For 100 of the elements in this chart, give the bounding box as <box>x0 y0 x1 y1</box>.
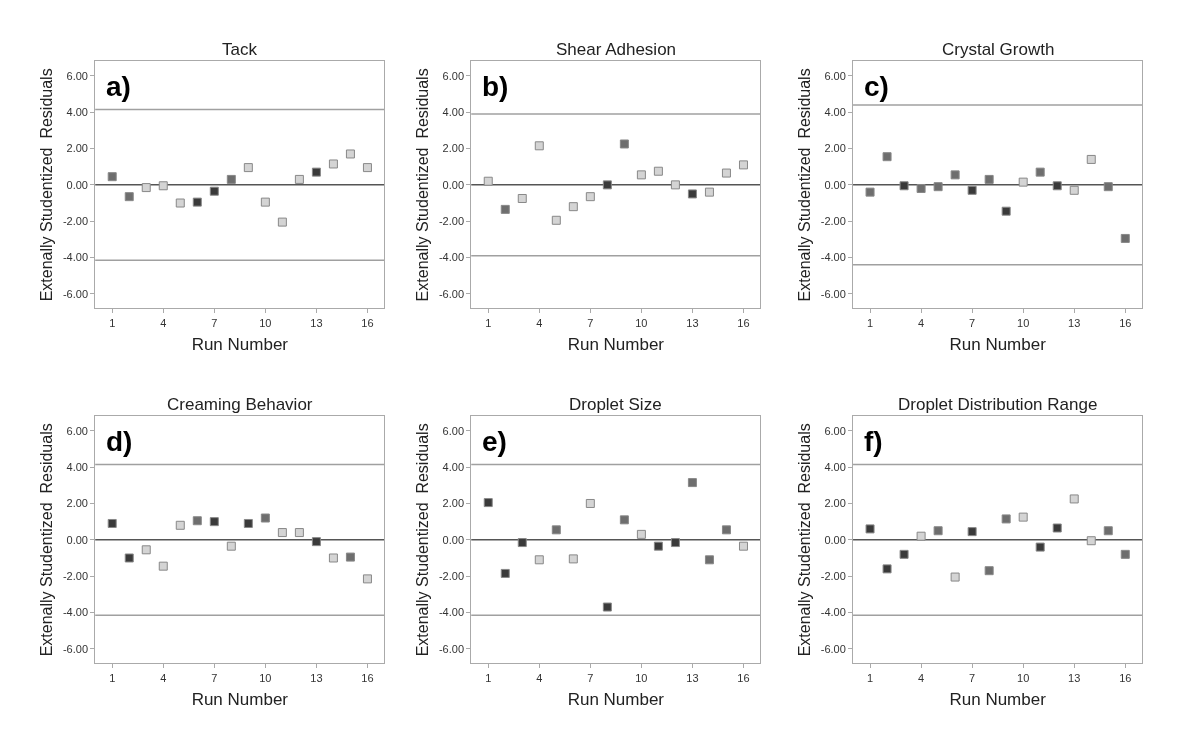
y-tick-label: 6.00 <box>66 69 88 82</box>
point <box>551 215 561 225</box>
x-tick-label: 7 <box>587 316 594 329</box>
x-tick-label: 7 <box>587 671 594 684</box>
point <box>141 183 151 193</box>
annotation: a) <box>106 71 131 102</box>
y-tick-label: 0.00 <box>66 178 88 191</box>
y-tick-label: -2.00 <box>820 215 846 228</box>
point <box>158 561 168 571</box>
x-tick-label: 10 <box>1017 671 1030 684</box>
y-axis-title: Extenally Studentized Residuals <box>795 423 813 657</box>
point <box>175 520 185 530</box>
point <box>899 549 909 559</box>
x-tick-label: 10 <box>635 316 648 329</box>
point <box>1069 494 1079 504</box>
point <box>1103 182 1113 192</box>
chart-title: Droplet Distribution Range <box>898 395 1098 414</box>
point <box>721 168 731 178</box>
y-tick-label: 2.00 <box>824 142 846 155</box>
point <box>1052 181 1062 191</box>
x-tick-label: 10 <box>635 671 648 684</box>
chart-title: Crystal Growth <box>942 40 1055 59</box>
y-tick-label: 2.00 <box>66 142 88 155</box>
y-tick-label: 0.00 <box>824 178 846 191</box>
x-tick-label: 7 <box>211 316 218 329</box>
y-tick-label: 4.00 <box>824 461 846 473</box>
x-tick-label: 16 <box>1119 671 1132 684</box>
point <box>950 170 960 180</box>
x-tick-label: 16 <box>361 316 374 329</box>
y-tick-label: 2.00 <box>66 497 88 510</box>
point <box>107 518 117 528</box>
x-tick-label: 1 <box>866 316 874 329</box>
point <box>865 524 875 534</box>
x-tick-label: 10 <box>259 316 272 329</box>
x-tick-label: 13 <box>1068 671 1081 684</box>
point <box>277 217 287 227</box>
chart-title: Creaming Behavior <box>167 395 313 414</box>
point <box>568 202 578 212</box>
point <box>933 182 943 192</box>
chart-title: Droplet Size <box>569 395 662 414</box>
y-tick-label: -6.00 <box>62 287 88 300</box>
y-tick-label: -4.00 <box>438 606 465 619</box>
y-tick-label: -4.00 <box>820 606 846 619</box>
point <box>500 204 510 214</box>
y-tick-label: -6.00 <box>62 642 88 655</box>
annotation: e) <box>482 426 507 457</box>
y-tick-label: 0.00 <box>442 533 465 546</box>
point <box>500 568 510 578</box>
point <box>328 553 338 563</box>
point <box>260 513 270 523</box>
point <box>1052 523 1062 533</box>
point <box>175 198 185 208</box>
x-tick-label: 13 <box>310 671 323 684</box>
point <box>882 564 892 574</box>
y-tick-label: 4.00 <box>442 106 465 119</box>
point <box>738 160 748 170</box>
point <box>865 187 875 197</box>
point <box>636 529 646 539</box>
point <box>1018 512 1028 522</box>
point <box>602 180 612 190</box>
x-tick-label: 10 <box>259 671 272 684</box>
x-tick-label: 13 <box>310 316 323 329</box>
point <box>158 181 168 191</box>
x-axis-title: Run Number <box>567 689 665 709</box>
x-tick-label: 13 <box>686 316 699 329</box>
y-axis-title: Extenally Studentized Residuals <box>37 68 55 302</box>
point <box>483 498 493 508</box>
point <box>311 167 321 177</box>
y-axis-title: Extenally Studentized Residuals <box>37 423 55 657</box>
point <box>1086 154 1096 164</box>
x-tick-label: 4 <box>918 316 925 329</box>
point <box>243 163 253 173</box>
point <box>124 553 134 563</box>
x-axis-title: Run Number <box>567 335 665 354</box>
point <box>933 526 943 536</box>
point <box>243 518 253 528</box>
x-tick-label: 16 <box>361 671 374 684</box>
point <box>277 528 287 538</box>
x-tick-label: 16 <box>1119 316 1132 329</box>
x-tick-label: 13 <box>1068 316 1081 329</box>
point <box>362 163 372 173</box>
point <box>551 525 561 535</box>
point <box>585 498 595 508</box>
y-tick-label: -6.00 <box>438 287 465 300</box>
x-tick-label: 16 <box>737 316 750 329</box>
point <box>916 183 926 193</box>
point <box>483 176 493 186</box>
point <box>294 528 304 538</box>
chart-title: Tack <box>222 40 258 59</box>
point <box>704 187 714 197</box>
x-tick-label: 1 <box>109 316 116 329</box>
point <box>517 193 527 203</box>
point <box>1069 185 1079 195</box>
annotation: f) <box>864 426 883 457</box>
y-tick-label: 2.00 <box>442 497 465 510</box>
point <box>585 192 595 202</box>
y-axis-title: Extenally Studentized Residuals <box>413 68 431 302</box>
y-tick-label: -4.00 <box>62 606 88 619</box>
point <box>984 566 994 576</box>
point <box>687 189 697 199</box>
